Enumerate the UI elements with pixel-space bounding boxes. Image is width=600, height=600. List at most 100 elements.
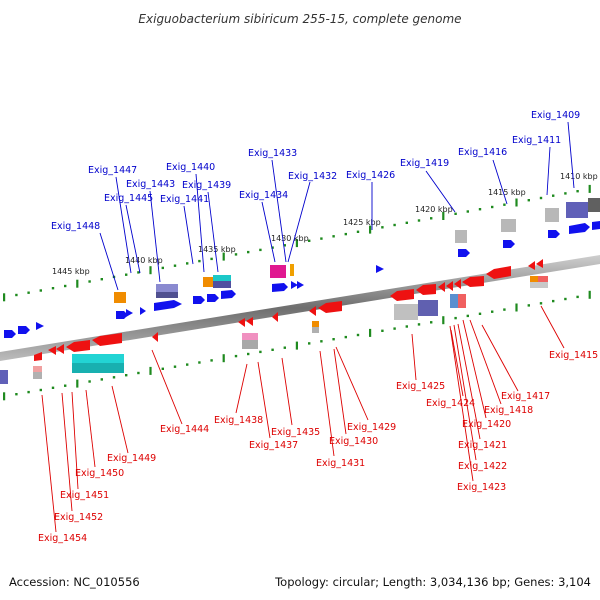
gene-arrow[interactable] [272, 283, 288, 292]
gene-label[interactable]: Exig_1451 [60, 490, 109, 501]
gene-label[interactable]: Exig_1439 [182, 180, 231, 191]
gene-arrow[interactable] [528, 261, 535, 270]
feature-box[interactable] [418, 300, 438, 316]
gene-arrow[interactable] [486, 266, 511, 279]
feature-box[interactable] [156, 284, 178, 292]
gene-label[interactable]: Exig_1447 [88, 165, 137, 176]
feature-box[interactable] [114, 292, 126, 303]
feature-box[interactable] [213, 275, 231, 281]
gene-arrow[interactable] [309, 306, 316, 316]
feature-box[interactable] [458, 294, 466, 308]
gene-label[interactable]: Exig_1449 [107, 453, 156, 464]
gene-label[interactable]: Exig_1418 [484, 405, 533, 416]
gene-arrow[interactable] [221, 290, 236, 299]
gene-arrow[interactable] [458, 249, 470, 257]
gene-label[interactable]: Exig_1409 [531, 110, 580, 121]
feature-box[interactable] [394, 304, 418, 320]
feature-box[interactable] [203, 277, 213, 287]
feature-box[interactable] [530, 282, 548, 288]
gene-arrow[interactable] [18, 326, 30, 334]
gene-arrow[interactable] [462, 276, 484, 287]
gene-label[interactable]: Exig_1429 [347, 422, 396, 433]
gene-arrow[interactable] [272, 312, 278, 322]
feature-box[interactable] [538, 276, 548, 282]
feature-box[interactable] [33, 372, 42, 379]
gene-label[interactable]: Exig_1416 [458, 147, 507, 158]
feature-box[interactable] [242, 340, 258, 349]
gene-arrow[interactable] [569, 223, 590, 234]
gene-arrow[interactable] [193, 296, 205, 304]
gene-arrow[interactable] [416, 284, 436, 295]
feature-box[interactable] [213, 281, 231, 288]
gene-arrow[interactable] [536, 259, 543, 268]
feature-box[interactable] [545, 208, 559, 222]
feature-box[interactable] [450, 294, 458, 308]
gene-arrow[interactable] [291, 281, 298, 289]
gene-arrow[interactable] [34, 352, 42, 361]
feature-box[interactable] [312, 327, 319, 333]
gene-arrow[interactable] [297, 281, 304, 289]
gene-arrow[interactable] [4, 330, 16, 338]
gene-arrow[interactable] [390, 289, 414, 301]
feature-box[interactable] [0, 370, 8, 384]
gene-arrow[interactable] [48, 346, 56, 355]
gene-label[interactable]: Exig_1443 [126, 179, 175, 190]
gene-label[interactable]: Exig_1426 [346, 170, 395, 181]
feature-box[interactable] [501, 219, 516, 232]
gene-label[interactable]: Exig_1430 [329, 436, 378, 447]
gene-arrow[interactable] [36, 322, 44, 330]
gene-arrow[interactable] [318, 301, 342, 313]
gene-label[interactable]: Exig_1441 [160, 194, 209, 205]
gene-arrow[interactable] [592, 221, 600, 230]
gene-label[interactable]: Exig_1411 [512, 135, 561, 146]
feature-box[interactable] [566, 202, 588, 218]
feature-box[interactable] [242, 333, 258, 340]
feature-box[interactable] [312, 321, 319, 327]
gene-label[interactable]: Exig_1448 [51, 221, 100, 232]
gene-arrow[interactable] [126, 309, 133, 317]
gene-arrow[interactable] [207, 294, 219, 302]
gene-arrow[interactable] [246, 317, 253, 326]
gene-label[interactable]: Exig_1438 [214, 415, 263, 426]
gene-arrow[interactable] [454, 279, 461, 289]
feature-box[interactable] [72, 363, 124, 373]
feature-box[interactable] [33, 366, 42, 372]
gene-label[interactable]: Exig_1450 [75, 468, 124, 479]
gene-arrow[interactable] [56, 344, 64, 354]
gene-label[interactable]: Exig_1417 [501, 391, 550, 402]
gene-arrow[interactable] [154, 300, 182, 311]
gene-label[interactable]: Exig_1423 [457, 482, 506, 493]
gene-arrow[interactable] [66, 340, 90, 352]
gene-label[interactable]: Exig_1432 [288, 171, 337, 182]
gene-arrow[interactable] [140, 307, 146, 315]
gene-arrow[interactable] [376, 265, 384, 273]
gene-label[interactable]: Exig_1431 [316, 458, 365, 469]
gene-label[interactable]: Exig_1419 [400, 158, 449, 169]
gene-arrow[interactable] [238, 318, 245, 327]
feature-box[interactable] [455, 230, 467, 243]
gene-arrow[interactable] [92, 333, 122, 346]
gene-arrow[interactable] [503, 240, 515, 248]
gene-label[interactable]: Exig_1445 [104, 193, 153, 204]
gene-label[interactable]: Exig_1421 [458, 440, 507, 451]
gene-label[interactable]: Exig_1454 [38, 533, 87, 544]
gene-label[interactable]: Exig_1422 [458, 461, 507, 472]
gene-arrow[interactable] [116, 311, 128, 319]
gene-label[interactable]: Exig_1444 [160, 424, 209, 435]
gene-label[interactable]: Exig_1433 [248, 148, 297, 159]
gene-label[interactable]: Exig_1424 [426, 398, 475, 409]
gene-label[interactable]: Exig_1452 [54, 512, 103, 523]
gene-label[interactable]: Exig_1415 [549, 350, 598, 361]
gene-label[interactable]: Exig_1425 [396, 381, 445, 392]
feature-box[interactable] [588, 198, 600, 212]
gene-arrow[interactable] [548, 230, 560, 238]
gene-label[interactable]: Exig_1435 [271, 427, 320, 438]
gene-label[interactable]: Exig_1434 [239, 190, 288, 201]
feature-box[interactable] [530, 276, 538, 282]
feature-box[interactable] [290, 264, 294, 276]
feature-box[interactable] [72, 354, 124, 363]
feature-box[interactable] [270, 265, 286, 278]
feature-box[interactable] [156, 292, 178, 298]
gene-label[interactable]: Exig_1420 [462, 419, 511, 430]
gene-arrow[interactable] [446, 281, 453, 291]
